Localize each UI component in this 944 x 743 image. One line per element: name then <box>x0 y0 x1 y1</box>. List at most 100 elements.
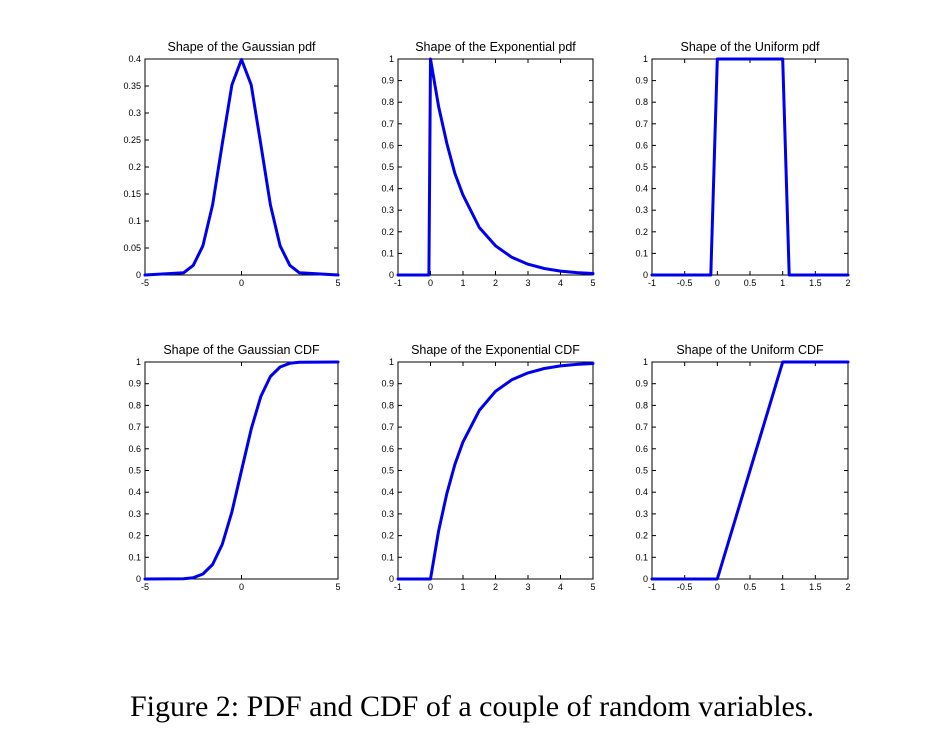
panel-exponential-pdf: Shape of the Exponential pdf-1 0 1 2 3 4 500.1… <box>381 40 595 288</box>
x-tick-label: 0.5 <box>744 278 757 288</box>
y-tick-label: 0.35 <box>123 81 141 91</box>
x-tick-label: 0 <box>428 278 433 288</box>
panel-title: Shape of the Uniform CDF <box>676 343 824 357</box>
y-tick-label: 0.3 <box>381 509 394 519</box>
x-tick-label: 1 <box>460 582 465 592</box>
y-tick-label: 0.9 <box>635 76 648 86</box>
x-tick-label: -5 <box>141 582 149 592</box>
y-tick-label: 0.3 <box>128 108 141 118</box>
x-tick-label: 5 <box>590 278 595 288</box>
y-tick-label: 0.9 <box>381 379 394 389</box>
x-tick-label: 2 <box>845 582 850 592</box>
y-tick-label: 0.5 <box>381 162 394 172</box>
y-tick-label: 0.9 <box>635 379 648 389</box>
y-tick-label: 0.5 <box>635 162 648 172</box>
y-tick-label: 0.8 <box>128 400 141 410</box>
y-tick-label: 0.7 <box>381 119 394 129</box>
y-tick-label: 1 <box>136 357 141 367</box>
x-tick-label: 3 <box>525 582 530 592</box>
x-tick-label: 1.5 <box>809 278 822 288</box>
x-tick-label: 4 <box>558 582 563 592</box>
y-tick-label: 1 <box>389 54 394 64</box>
y-tick-label: 0.2 <box>128 531 141 541</box>
y-tick-label: 0.1 <box>381 248 394 258</box>
series-line-exponential-cdf <box>396 362 595 581</box>
y-tick-label: 0.6 <box>635 140 648 150</box>
y-tick-label: 0 <box>389 574 394 584</box>
y-tick-label: 0.3 <box>128 509 141 519</box>
plot-frame <box>651 58 849 276</box>
y-tick-label: 0.8 <box>635 400 648 410</box>
y-tick-label: 0.15 <box>123 189 141 199</box>
y-tick-label: 1 <box>389 357 394 367</box>
panel-gaussian-pdf: Shape of the Gaussian pdf-5 0 500.050.10.1… <box>123 40 340 288</box>
series-line-exponential-pdf <box>396 57 595 277</box>
y-tick-label: 0.1 <box>635 552 648 562</box>
x-tick-label: 0.5 <box>744 582 757 592</box>
y-tick-label: 0 <box>136 574 141 584</box>
x-tick-label: 3 <box>525 278 530 288</box>
x-tick-label: 1 <box>780 278 785 288</box>
y-tick-label: 0.7 <box>128 422 141 432</box>
x-tick-label: 0 <box>239 582 244 592</box>
y-tick-label: 0.4 <box>635 487 648 497</box>
panel-title: Shape of the Exponential pdf <box>415 40 576 54</box>
plot-frame <box>397 361 594 580</box>
y-tick-label: 0.1 <box>128 552 141 562</box>
figure-caption: Figure 2: PDF and CDF of a couple of ran… <box>129 690 815 723</box>
series-line-gaussian-pdf <box>143 58 340 277</box>
x-tick-label: -1 <box>394 278 402 288</box>
x-tick-label: 1 <box>460 278 465 288</box>
y-tick-label: 0.6 <box>381 444 394 454</box>
panel-gaussian-cdf: Shape of the Gaussian CDF-5 0 500.10.20.30… <box>128 343 340 592</box>
x-tick-label: 5 <box>335 278 340 288</box>
x-tick-label: 5 <box>590 582 595 592</box>
y-tick-label: 0 <box>389 270 394 280</box>
x-tick-label: 0 <box>715 582 720 592</box>
y-tick-label: 0.1 <box>128 216 141 226</box>
y-tick-label: 0.2 <box>381 531 394 541</box>
x-tick-label: -5 <box>141 278 149 288</box>
y-tick-label: 0.4 <box>381 487 394 497</box>
y-tick-label: 0.7 <box>635 422 648 432</box>
y-tick-label: 0 <box>136 270 141 280</box>
y-tick-label: 0.6 <box>381 140 394 150</box>
panel-exponential-cdf: Shape of the Exponential CDF-1 0 1 2 3 4 500.1… <box>381 343 595 592</box>
y-tick-label: 0.7 <box>381 422 394 432</box>
x-tick-label: 2 <box>493 278 498 288</box>
y-tick-label: 0.6 <box>128 444 141 454</box>
y-tick-label: 0.4 <box>635 184 648 194</box>
y-tick-label: 0.8 <box>381 400 394 410</box>
y-tick-label: 0.25 <box>123 135 141 145</box>
y-tick-label: 0 <box>643 574 648 584</box>
panel-title: Shape of the Gaussian CDF <box>163 343 320 357</box>
y-tick-label: 0.4 <box>128 487 141 497</box>
x-tick-label: 1 <box>780 582 785 592</box>
x-tick-label: 0 <box>239 278 244 288</box>
panel-uniform-pdf: Shape of the Uniform pdf -1 -0.5 0 0.5 1 1.5 2 0… <box>635 40 850 288</box>
panel-title: Shape of the Uniform pdf <box>681 40 820 54</box>
series-line-gaussian-cdf <box>143 360 340 581</box>
y-tick-label: 0.3 <box>635 509 648 519</box>
x-tick-label: 0 <box>428 582 433 592</box>
y-tick-label: 0.9 <box>128 379 141 389</box>
y-tick-label: 0.3 <box>635 205 648 215</box>
y-tick-label: 0.4 <box>381 184 394 194</box>
y-tick-label: 0.9 <box>381 76 394 86</box>
plot-frame <box>144 58 339 276</box>
x-tick-label: 0 <box>715 278 720 288</box>
series-line-uniform-cdf <box>650 360 850 581</box>
y-tick-label: 0.3 <box>381 205 394 215</box>
series-line-uniform-pdf <box>650 57 850 277</box>
y-tick-label: 0.5 <box>635 466 648 476</box>
y-tick-label: 1 <box>643 357 648 367</box>
y-tick-label: 0.2 <box>635 531 648 541</box>
y-tick-label: 0.8 <box>381 97 394 107</box>
y-tick-label: 1 <box>643 54 648 64</box>
y-tick-label: 0.2 <box>128 162 141 172</box>
panel-title: Shape of the Exponential CDF <box>411 343 580 357</box>
plot-frame <box>397 58 594 276</box>
x-tick-label: -0.5 <box>677 582 693 592</box>
panel-title: Shape of the Gaussian pdf <box>167 40 316 54</box>
y-tick-label: 0.1 <box>381 552 394 562</box>
